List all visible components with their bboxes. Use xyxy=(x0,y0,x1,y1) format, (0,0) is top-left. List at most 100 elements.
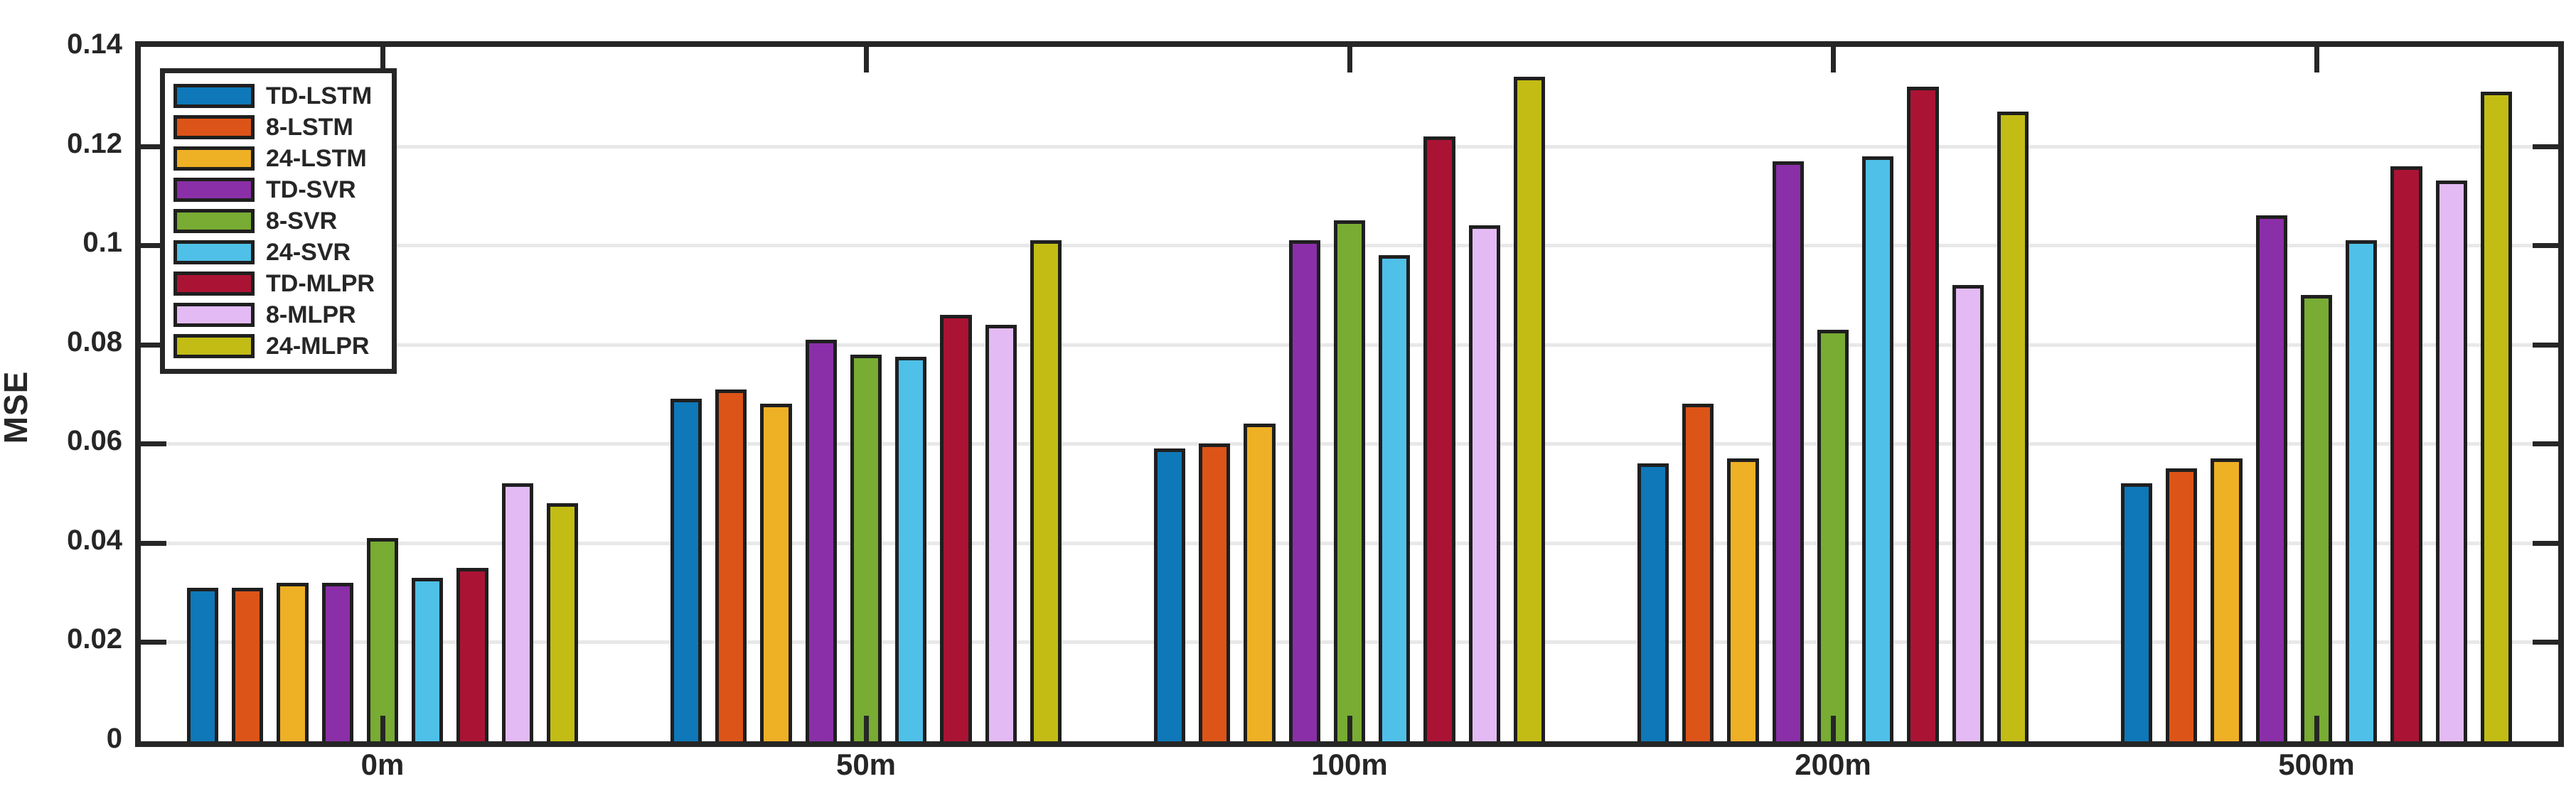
legend-item-8-SVR: 8-SVR xyxy=(173,205,375,237)
legend-swatch-8-MLPR xyxy=(173,303,255,327)
bar-24-MLPR-0m xyxy=(546,503,578,741)
legend-label-TD-MLPR: TD-MLPR xyxy=(266,269,375,297)
bar-8-LSTM-0m xyxy=(232,587,264,741)
x-tick-label-100m: 100m xyxy=(1311,748,1388,781)
bar-TD-MLPR-100m xyxy=(1423,136,1455,741)
bottom-tick-x-0m xyxy=(380,716,385,741)
bar-TD-MLPR-500m xyxy=(2390,166,2422,741)
bottom-tick-x-200m xyxy=(1831,716,1836,741)
bar-TD-SVR-500m xyxy=(2255,215,2287,741)
y-tick-label-0.12: 0.12 xyxy=(67,127,122,159)
legend-swatch-TD-LSTM xyxy=(173,84,255,108)
bar-24-SVR-500m xyxy=(2346,240,2378,741)
y-tick-label-0.14: 0.14 xyxy=(67,28,122,60)
x-tick-label-200m: 200m xyxy=(1795,748,1871,781)
legend-swatch-24-MLPR xyxy=(173,334,255,358)
legend: TD-LSTM 8-LSTM 24-LSTM TD-SVR 8-SVR 24-SVR TD-… xyxy=(160,68,397,374)
legend-label-TD-SVR: TD-SVR xyxy=(266,176,356,203)
legend-label-24-LSTM: 24-LSTM xyxy=(266,144,367,172)
right-tick-y-0.12 xyxy=(2533,144,2558,149)
bottom-tick-x-100m xyxy=(1347,716,1352,741)
bar-TD-MLPR-0m xyxy=(456,567,488,741)
bar-8-MLPR-0m xyxy=(501,483,533,741)
right-tick-y-0.02 xyxy=(2533,640,2558,645)
y-tick-label-0.06: 0.06 xyxy=(67,425,122,457)
bar-24-LSTM-0m xyxy=(277,582,309,741)
legend-item-8-MLPR: 8-MLPR xyxy=(173,299,375,330)
legend-item-8-LSTM: 8-LSTM xyxy=(173,112,375,143)
legend-item-24-MLPR: 24-MLPR xyxy=(173,330,375,362)
y-tick-label-0.08: 0.08 xyxy=(67,326,122,358)
y-tick-label-0: 0 xyxy=(106,723,122,754)
bar-24-SVR-50m xyxy=(895,357,927,741)
x-tick-label-0m: 0m xyxy=(360,748,405,781)
y-tick-label-0.02: 0.02 xyxy=(67,623,122,655)
legend-label-24-MLPR: 24-MLPR xyxy=(266,332,370,360)
top-tick-x-50m xyxy=(864,47,869,72)
legend-label-8-LSTM: 8-LSTM xyxy=(266,113,353,141)
y-tick-label-0.1: 0.1 xyxy=(82,227,122,259)
legend-swatch-24-SVR xyxy=(173,240,255,264)
bar-8-MLPR-50m xyxy=(985,324,1017,741)
legend-swatch-TD-SVR xyxy=(173,178,255,202)
legend-item-TD-MLPR: TD-MLPR xyxy=(173,268,375,299)
bar-24-SVR-200m xyxy=(1862,156,1894,741)
bar-8-LSTM-200m xyxy=(1682,404,1714,741)
bar-24-MLPR-100m xyxy=(1513,76,1545,741)
legend-swatch-TD-MLPR xyxy=(173,272,255,296)
bottom-tick-x-500m xyxy=(2314,716,2319,741)
bar-group-50m xyxy=(670,47,1062,741)
bar-24-LSTM-200m xyxy=(1727,458,1759,741)
bar-24-SVR-0m xyxy=(412,577,444,741)
bar-8-LSTM-50m xyxy=(715,389,747,741)
legend-item-TD-LSTM: TD-LSTM xyxy=(173,80,375,112)
bar-24-SVR-100m xyxy=(1379,255,1411,741)
bar-TD-LSTM-50m xyxy=(670,399,702,741)
bar-8-LSTM-100m xyxy=(1199,443,1231,741)
bar-8-SVR-0m xyxy=(366,537,399,741)
bar-8-LSTM-500m xyxy=(2166,468,2198,741)
bar-TD-SVR-0m xyxy=(321,582,353,741)
bar-8-MLPR-200m xyxy=(1952,284,1984,741)
bar-TD-LSTM-200m xyxy=(1637,463,1669,741)
bar-8-SVR-100m xyxy=(1333,220,1366,741)
bar-24-MLPR-50m xyxy=(1030,240,1062,741)
y-tick-label-0.04: 0.04 xyxy=(67,524,122,556)
top-tick-x-200m xyxy=(1831,47,1836,72)
bar-TD-LSTM-500m xyxy=(2121,483,2153,741)
bar-24-LSTM-100m xyxy=(1244,424,1276,741)
right-tick-y-0.04 xyxy=(2533,540,2558,546)
bar-TD-LSTM-0m xyxy=(187,587,219,741)
bar-group-200m xyxy=(1637,47,2029,741)
left-tick-y-0.04 xyxy=(141,540,166,546)
left-tick-y-0.08 xyxy=(141,342,166,348)
bar-8-SVR-50m xyxy=(850,354,882,741)
x-tick-label-50m: 50m xyxy=(835,748,897,781)
bar-8-SVR-500m xyxy=(2300,294,2333,741)
bar-group-500m xyxy=(2121,47,2512,741)
top-tick-x-500m xyxy=(2314,47,2319,72)
legend-swatch-8-LSTM xyxy=(173,115,255,139)
bar-8-MLPR-500m xyxy=(2435,181,2467,741)
bar-TD-MLPR-200m xyxy=(1907,86,1939,741)
x-tick-label-500m: 500m xyxy=(2278,748,2355,781)
legend-item-24-LSTM: 24-LSTM xyxy=(173,143,375,174)
right-tick-y-0.1 xyxy=(2533,243,2558,249)
right-tick-y-0.08 xyxy=(2533,342,2558,348)
bar-24-MLPR-500m xyxy=(2480,91,2512,741)
legend-item-24-SVR: 24-SVR xyxy=(173,237,375,268)
legend-label-TD-LSTM: TD-LSTM xyxy=(266,82,373,109)
plot-area: TD-LSTM 8-LSTM 24-LSTM TD-SVR 8-SVR 24-SVR TD-… xyxy=(135,41,2564,747)
bar-TD-LSTM-100m xyxy=(1154,448,1186,741)
bar-8-SVR-200m xyxy=(1817,329,1849,741)
legend-swatch-24-LSTM xyxy=(173,146,255,171)
top-tick-x-0m xyxy=(380,47,385,72)
bar-TD-SVR-50m xyxy=(805,339,837,741)
bar-TD-MLPR-50m xyxy=(940,314,972,741)
legend-swatch-8-SVR xyxy=(173,209,255,233)
right-tick-y-0.06 xyxy=(2533,441,2558,447)
bottom-tick-x-50m xyxy=(864,716,869,741)
bar-24-LSTM-500m xyxy=(2211,458,2243,741)
bar-24-MLPR-200m xyxy=(1997,111,2029,741)
